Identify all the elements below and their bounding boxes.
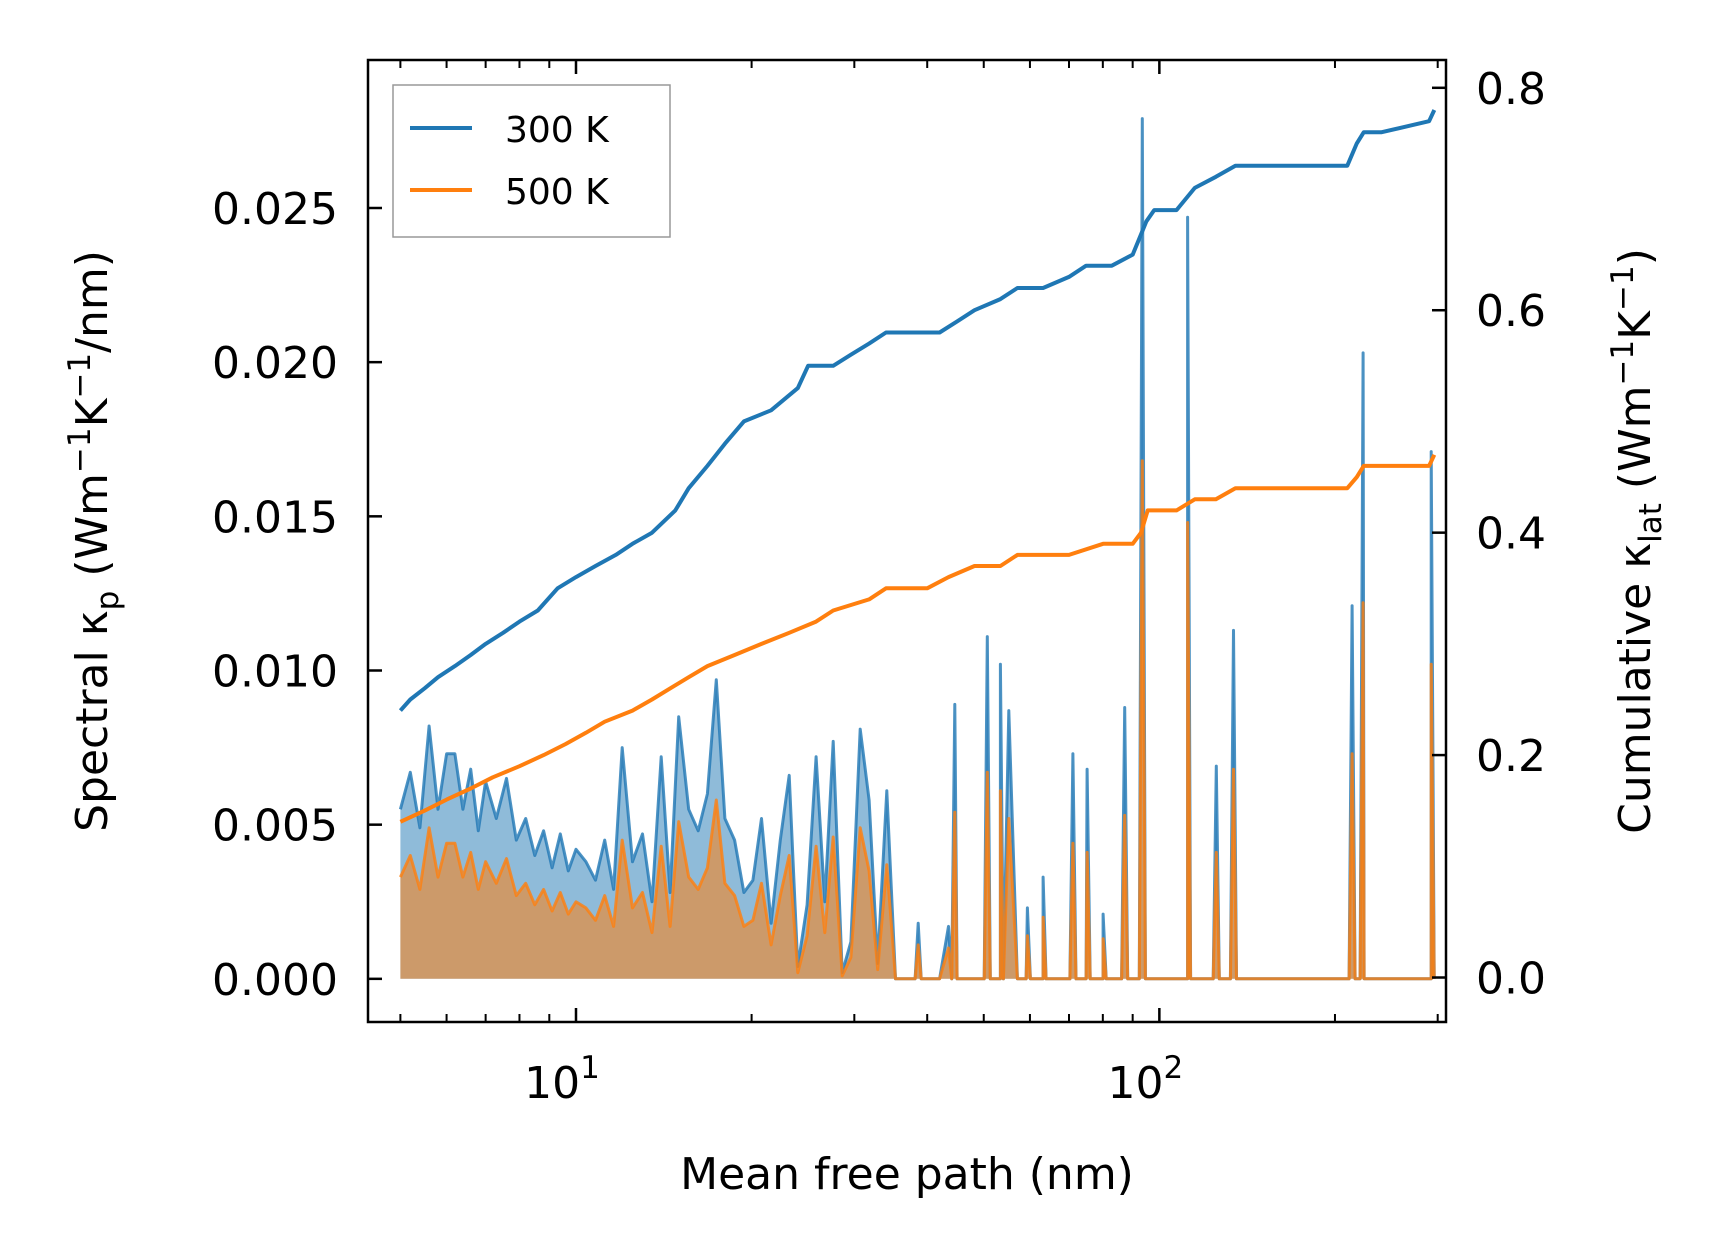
plot-frame — [366, 58, 1448, 1024]
legend: 300 K 500 K — [392, 84, 671, 238]
y-right-tick-label: 0.4 — [1476, 509, 1546, 560]
y-axis-right-label: Cumulative κlat (Wm−1K−1) — [1605, 248, 1669, 834]
y-right-tick-label: 0.0 — [1476, 954, 1546, 1005]
spectral-fill-500k — [400, 460, 1435, 979]
y-left-tick-label: 0.025 — [212, 184, 338, 235]
plot-area — [398, 109, 1437, 981]
cumulative-line-500k — [399, 453, 1437, 824]
y-right-tick-label: 0.2 — [1476, 731, 1546, 782]
y-left-tick-label: 0.010 — [212, 647, 338, 698]
y-right-tick-label: 0.8 — [1476, 64, 1546, 115]
cumulative-line-300k — [398, 109, 1437, 712]
y-left-tick-label: 0.005 — [212, 801, 338, 852]
y-right-tick-label: 0.6 — [1476, 286, 1546, 337]
x-tick-label: 101 — [524, 1050, 600, 1109]
axes: 101 102 0.000 0.005 0.010 0.015 0.020 0.025 0.0 0… — [212, 60, 1546, 1109]
y-axis-left-label: Spectral κp (Wm−1K−1/nm) — [62, 250, 126, 832]
legend-label-500k: 500 K — [505, 172, 610, 213]
y-left-tick-label: 0.015 — [212, 492, 338, 543]
y-left-tick-label: 0.020 — [212, 338, 338, 389]
y-left-tick-label: 0.000 — [212, 955, 338, 1006]
x-axis-label: Mean free path (nm) — [680, 1149, 1134, 1200]
legend-box — [392, 84, 671, 238]
x-tick-label: 102 — [1107, 1050, 1183, 1109]
legend-label-300k: 300 K — [505, 110, 610, 151]
spectral-line-500k — [399, 459, 1436, 981]
